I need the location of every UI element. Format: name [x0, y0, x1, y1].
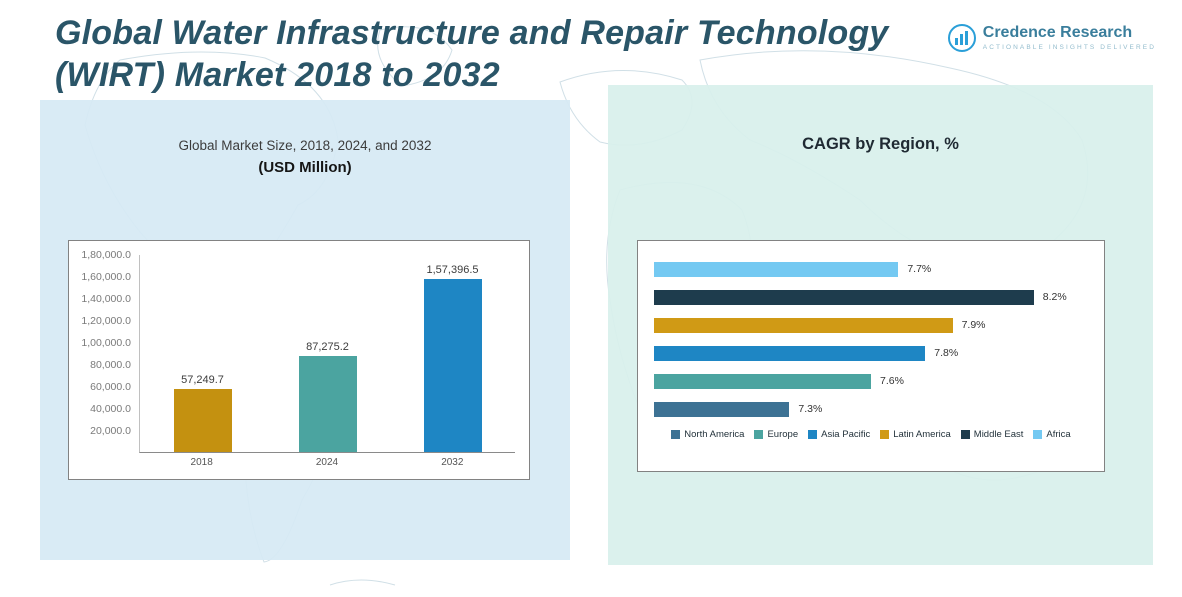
- column-chart-plot: 57,249.7 87,275.2 1,57,396.5: [139, 255, 515, 453]
- legend-label: Africa: [1046, 429, 1071, 440]
- legend-label: Latin America: [893, 429, 951, 440]
- legend-label: Middle East: [973, 429, 1024, 440]
- y-tick-label: 40,000.0: [90, 403, 131, 415]
- page-title-line2: (WIRT) Market 2018 to 2032: [55, 56, 500, 95]
- cagr-row-north-america: 7.3%: [654, 401, 1088, 417]
- column-chart-y-axis: 20,000.0 40,000.0 60,000.0 80,000.0 1,00,000…: [75, 249, 139, 453]
- market-size-panel: Global Market Size, 2018, 2024, and 2032…: [40, 100, 570, 560]
- y-tick-label: 80,000.0: [90, 359, 131, 371]
- bar: [173, 389, 232, 452]
- cagr-bar: [654, 261, 899, 277]
- cagr-chart: 7.7% 8.2% 7.9% 7.8% 7.6% 7.3% North America Eu…: [637, 240, 1105, 472]
- cagr-bar: [654, 345, 926, 361]
- legend-swatch: [808, 430, 818, 439]
- page-header: Global Water Infrastructure and Repair T…: [55, 12, 975, 96]
- bar: [423, 279, 482, 452]
- cagr-legend: North America Europe Asia Pacific Latin Ame…: [654, 429, 1088, 440]
- logo-tagline: Actionable Insights Delivered: [982, 43, 1156, 51]
- legend-label: Europe: [767, 429, 799, 440]
- cagr-value-label: 7.6%: [880, 375, 904, 387]
- cagr-row-africa: 7.7%: [654, 261, 1088, 277]
- logo-text: Credence Research Actionable Insights De…: [983, 24, 1156, 51]
- market-size-chart: 20,000.0 40,000.0 60,000.0 80,000.0 1,00,000…: [68, 240, 530, 480]
- cagr-value-label: 7.7%: [907, 263, 932, 275]
- cagr-value-label: 7.9%: [961, 319, 986, 331]
- cagr-row-middle-east: 8.2%: [654, 289, 1088, 305]
- page-title: Global Water Infrastructure and Repair T…: [55, 12, 975, 96]
- page-title-line1: Global Water Infrastructure and Repair T…: [55, 14, 889, 52]
- y-tick-label: 1,40,000.0: [81, 293, 131, 305]
- market-size-chart-subtitle: (USD Million): [258, 159, 352, 176]
- column-chart-area: 20,000.0 40,000.0 60,000.0 80,000.0 1,00,000…: [69, 241, 529, 479]
- cagr-chart-title: CAGR by Region, %: [802, 135, 959, 153]
- legend-item: Asia Pacific: [808, 429, 870, 440]
- bar-value-label: 87,275.2: [306, 341, 349, 353]
- y-tick-label: 1,80,000.0: [81, 249, 131, 261]
- bar-column: 87,275.2: [265, 255, 390, 452]
- x-tick-label: 2032: [441, 457, 464, 468]
- cagr-bar: [654, 317, 953, 333]
- cagr-value-label: 8.2%: [1042, 291, 1067, 303]
- y-tick-label: 1,60,000.0: [81, 271, 131, 283]
- legend-swatch: [671, 430, 681, 439]
- bar-column: 57,249.7: [140, 255, 265, 452]
- legend-item: Latin America: [880, 429, 951, 440]
- bar: [298, 356, 357, 452]
- logo-brand: Credence Research: [982, 24, 1133, 41]
- bar-column: 1,57,396.5: [390, 255, 515, 452]
- legend-label: North America: [684, 429, 745, 440]
- legend-swatch: [754, 430, 764, 439]
- legend-item: Europe: [754, 429, 798, 440]
- bar-chart-logo-icon: [947, 24, 976, 52]
- legend-swatch: [1033, 430, 1043, 439]
- cagr-panel: CAGR by Region, % 7.7% 8.2% 7.9% 7.8% 7.6% 7.…: [608, 85, 1153, 565]
- y-tick-label: 1,20,000.0: [81, 315, 131, 327]
- y-tick-label: 1,00,000.0: [81, 337, 131, 349]
- x-tick-label: 2024: [315, 457, 339, 468]
- legend-swatch: [960, 430, 970, 439]
- cagr-row-latin-america: 7.9%: [654, 317, 1088, 333]
- legend-swatch: [880, 430, 890, 439]
- legend-item: Africa: [1033, 429, 1071, 440]
- x-tick-label: 2018: [190, 457, 213, 468]
- cagr-bar: [654, 373, 871, 389]
- cagr-value-label: 7.8%: [934, 347, 959, 359]
- cagr-rows: 7.7% 8.2% 7.9% 7.8% 7.6% 7.3%: [654, 261, 1088, 417]
- bar-value-label: 57,249.7: [181, 374, 224, 386]
- legend-label: Asia Pacific: [821, 429, 871, 440]
- cagr-value-label: 7.3%: [798, 403, 823, 415]
- column-chart-x-axis: 2018 2024 2032: [139, 457, 515, 468]
- cagr-row-asia-pacific: 7.8%: [654, 345, 1088, 361]
- credence-research-logo: Credence Research Actionable Insights De…: [947, 24, 1156, 52]
- cagr-bar: [654, 289, 1034, 305]
- column-chart-main: 57,249.7 87,275.2 1,57,396.5 2018 2024 2032: [139, 255, 515, 468]
- bar-value-label: 1,57,396.5: [426, 264, 479, 276]
- market-size-chart-title: Global Market Size, 2018, 2024, and 2032: [178, 138, 432, 153]
- legend-item: Middle East: [960, 429, 1024, 440]
- y-tick-label: 20,000.0: [90, 425, 131, 437]
- y-tick-label: 60,000.0: [90, 381, 131, 393]
- cagr-bar: [654, 401, 790, 417]
- legend-item: North America: [671, 429, 744, 440]
- cagr-row-europe: 7.6%: [654, 373, 1088, 389]
